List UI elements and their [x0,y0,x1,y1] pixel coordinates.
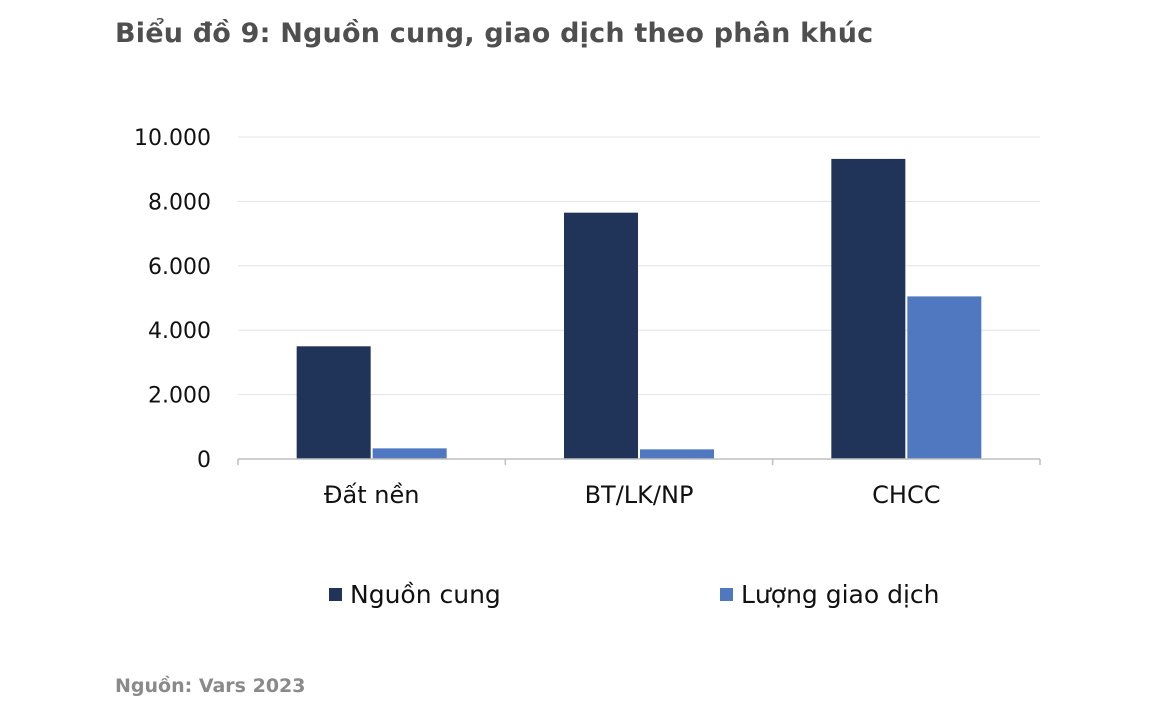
bar-supply [296,346,371,459]
y-tick-label: 2.000 [148,384,211,409]
x-axis-category-labels: Đất nền BT/LK/NP CHCC [324,481,941,509]
legend-label: Lượng giao dịch [741,580,940,609]
legend-label: Nguồn cung [350,580,501,609]
y-tick-label: 6.000 [148,255,211,280]
legend-swatch [720,588,733,601]
bar-supply [831,158,906,459]
bar-transactions [372,448,447,459]
x-category-label: Đất nền [324,481,420,509]
bars [296,158,982,459]
legend: Nguồn cung Lượng giao dịch [329,580,940,609]
y-tick-label: 4.000 [148,319,211,344]
bar-transactions [640,449,714,459]
legend-swatch [329,588,342,601]
y-tick-label: 8.000 [148,190,211,215]
y-axis-tick-labels: 0 2.000 4.000 6.000 8.000 10.000 [134,126,211,473]
y-tick-label: 0 [197,448,211,473]
bar-supply [564,212,638,459]
y-tick-label: 10.000 [134,126,211,151]
x-category-label: BT/LK/NP [585,481,694,509]
gridlines [238,136,1040,396]
bar-transactions [907,296,982,459]
source-note: Nguồn: Vars 2023 [115,675,306,697]
chart-title: Biểu đồ 9: Nguồn cung, giao dịch theo ph… [115,18,874,49]
x-category-label: CHCC [872,481,940,509]
x-axis [237,458,1041,465]
